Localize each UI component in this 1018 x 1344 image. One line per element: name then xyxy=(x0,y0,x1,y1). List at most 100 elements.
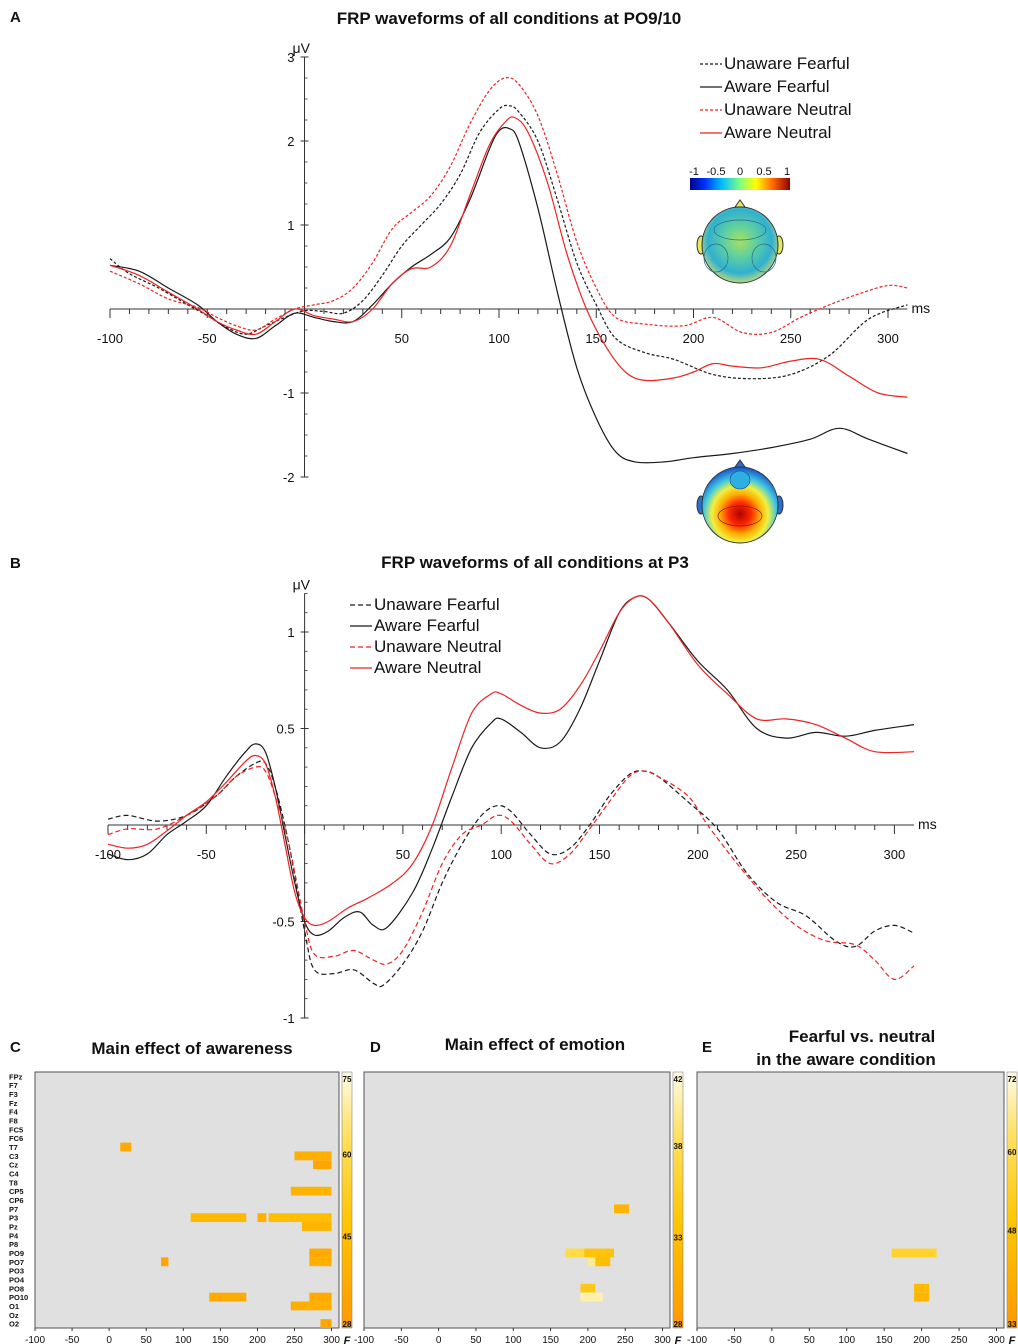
panel-a-colorbar: -1 -0.5 0 0.5 1 xyxy=(689,166,790,190)
row-label: CP6 xyxy=(9,1196,24,1205)
x-tick-label: 50 xyxy=(395,331,409,346)
colorbar xyxy=(1006,1071,1018,1329)
panel-a-colorbar-tick: -0.5 xyxy=(707,166,726,178)
x-tick-label: 300 xyxy=(884,847,906,862)
panel-c-label: C xyxy=(10,1039,21,1056)
x-axis-unit: ms xyxy=(911,300,930,316)
panel-e-title-line2: in the aware condition xyxy=(756,1050,935,1069)
panel-b-label: B xyxy=(10,555,21,572)
heatmap-cell xyxy=(190,1213,247,1223)
heatmap-cell xyxy=(891,1248,937,1258)
row-label: Cz xyxy=(9,1161,18,1170)
legend-entry: Aware Fearful xyxy=(724,77,830,96)
colorbar-tick: 60 xyxy=(1008,1148,1017,1157)
x-tick-label: 0 xyxy=(436,1335,442,1344)
row-label: PO4 xyxy=(9,1275,25,1284)
topomap-contour xyxy=(751,243,777,273)
y-tick-label: -2 xyxy=(283,470,295,485)
heatmap-cell xyxy=(294,1151,332,1161)
colorbar-label: F xyxy=(344,1335,351,1344)
heatmap-cell xyxy=(565,1248,585,1258)
heatmap-cell xyxy=(313,1160,332,1170)
colorbar-label: F xyxy=(675,1335,682,1344)
row-label: F3 xyxy=(9,1090,18,1099)
panel-c: C Main effect of awareness FPzF7F3FzF4F8… xyxy=(9,1039,353,1344)
x-tick-label: 200 xyxy=(683,331,705,346)
row-label: T7 xyxy=(9,1143,18,1152)
row-label: O2 xyxy=(9,1320,19,1329)
y-axis-unit: μV xyxy=(293,576,311,592)
topomap-head xyxy=(701,466,779,544)
x-tick-label: 250 xyxy=(617,1335,634,1344)
series-line xyxy=(109,104,908,380)
row-label: FC5 xyxy=(9,1125,23,1134)
x-tick-label: -50 xyxy=(394,1335,409,1344)
panel-a-colorbar-bar xyxy=(690,178,790,190)
row-label: F7 xyxy=(9,1081,18,1090)
x-tick-label: 50 xyxy=(804,1335,816,1344)
row-label: T8 xyxy=(9,1178,18,1187)
y-tick-label: 0.5 xyxy=(277,722,295,737)
y-tick-label: -1 xyxy=(283,386,295,401)
x-tick-label: 50 xyxy=(396,847,410,862)
panel-a-colorbar-tick: -1 xyxy=(689,166,699,178)
legend-entry: Unaware Neutral xyxy=(724,100,852,119)
topomap-contour xyxy=(729,470,751,490)
y-tick-label: 3 xyxy=(287,50,294,65)
x-tick-label: -100 xyxy=(354,1335,374,1344)
panel-b: B FRP waveforms of all conditions at P3 … xyxy=(10,553,937,1026)
series-line xyxy=(107,760,915,988)
x-tick-label: 100 xyxy=(490,847,512,862)
heatmap-cell xyxy=(209,1292,247,1302)
colorbar-tick: 38 xyxy=(674,1142,683,1151)
panel-e: E Fearful vs. neutral in the aware condi… xyxy=(687,1027,1018,1344)
topomap-lower xyxy=(696,459,784,544)
legend-entry: Unaware Fearful xyxy=(374,595,500,614)
series-line xyxy=(107,595,915,937)
colorbar-tick: 60 xyxy=(343,1151,352,1160)
x-tick-label: 200 xyxy=(580,1335,597,1344)
series-line xyxy=(109,126,908,464)
row-label: PO8 xyxy=(9,1284,24,1293)
colorbar-tick: 72 xyxy=(1008,1075,1017,1084)
colorbar-tick: 33 xyxy=(674,1234,683,1243)
x-tick-label: 200 xyxy=(249,1335,266,1344)
row-label: P3 xyxy=(9,1214,18,1223)
row-label: PO9 xyxy=(9,1249,24,1258)
row-label: CP5 xyxy=(9,1187,24,1196)
x-tick-label: -100 xyxy=(97,331,123,346)
row-label: C3 xyxy=(9,1152,19,1161)
colorbar-tick: 28 xyxy=(343,1320,352,1329)
topomap-nose xyxy=(734,199,746,208)
panel-d: D Main effect of emotion -100 -50 0 50 100 15… xyxy=(354,1035,684,1344)
y-axis-unit: μV xyxy=(293,40,311,56)
heatmap-cell xyxy=(320,1319,332,1328)
heatmap-background xyxy=(34,1071,340,1329)
colorbar-tick: 48 xyxy=(1008,1227,1017,1236)
panel-d-label: D xyxy=(370,1039,381,1056)
panel-c-title: Main effect of awareness xyxy=(91,1039,292,1058)
y-tick-label: -1 xyxy=(283,1011,295,1026)
colorbar xyxy=(341,1071,353,1329)
topomap-contour xyxy=(717,505,763,527)
x-tick-label: 250 xyxy=(286,1335,303,1344)
x-tick-label: 150 xyxy=(212,1335,229,1344)
x-tick-label: 300 xyxy=(323,1335,340,1344)
heatmap-cell xyxy=(268,1213,332,1223)
heatmap-cell xyxy=(914,1283,930,1293)
heatmap-background xyxy=(363,1071,671,1329)
x-tick-label: 250 xyxy=(780,331,802,346)
colorbar-tick: 75 xyxy=(343,1075,352,1084)
x-tick-label: 150 xyxy=(876,1335,893,1344)
heatmap-cell xyxy=(309,1257,332,1267)
heatmap-cell xyxy=(614,1204,629,1214)
heatmap-cell xyxy=(309,1292,332,1302)
heatmap-cell xyxy=(290,1186,332,1196)
x-tick-label: 200 xyxy=(913,1335,930,1344)
legend-entry: Aware Neutral xyxy=(724,123,831,142)
panel-b-title: FRP waveforms of all conditions at P3 xyxy=(381,553,689,572)
row-label: P4 xyxy=(9,1231,19,1240)
colorbar-tick: 42 xyxy=(674,1075,683,1084)
row-label: C4 xyxy=(9,1170,19,1179)
row-label: F8 xyxy=(9,1117,18,1126)
